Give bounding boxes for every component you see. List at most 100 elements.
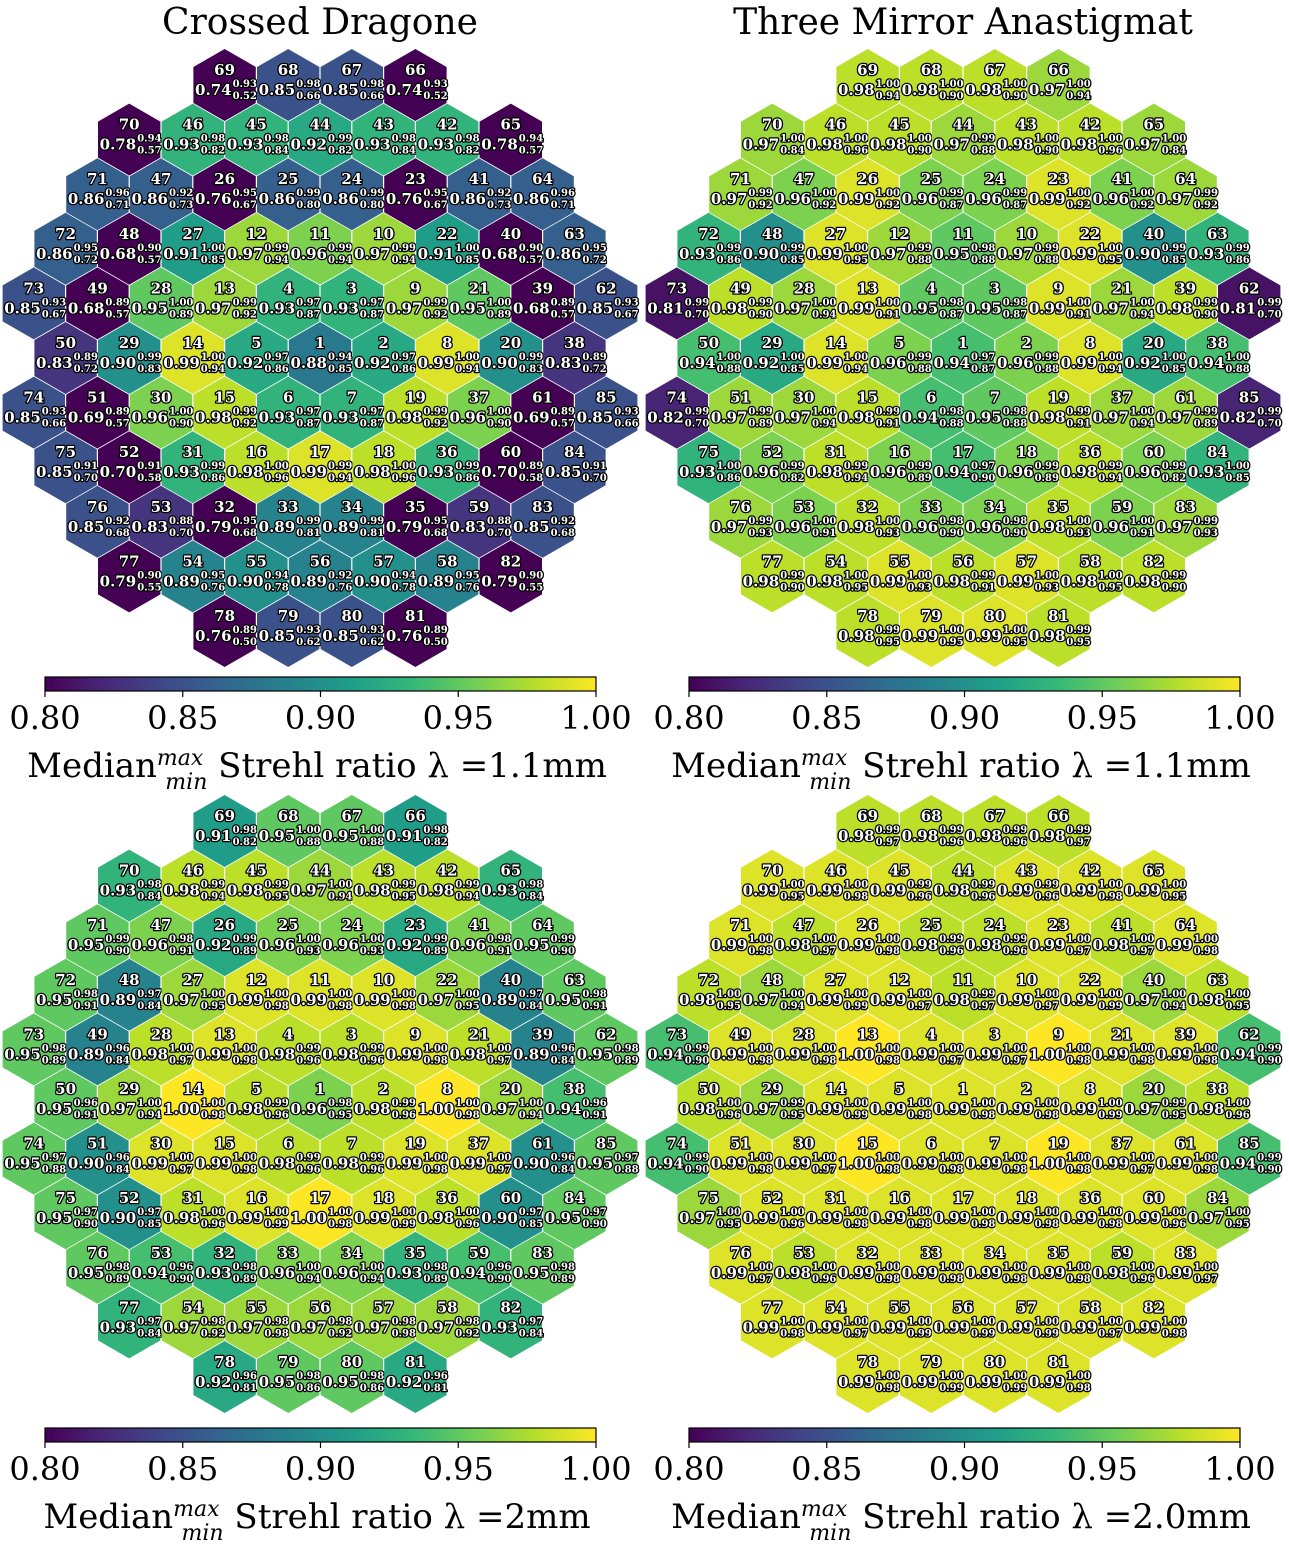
hex-cell (836, 1013, 899, 1086)
cell-median-label: 0.89 (163, 572, 200, 590)
detector-cell-58: 580.99 1.000.97 (1059, 1286, 1124, 1359)
cell-id-label: 32 (857, 1244, 878, 1262)
detector-cell-3: 30.95 0.980.87 (963, 267, 1028, 340)
cell-id-label: 19 (1048, 1135, 1069, 1153)
cell-id-label: 75 (55, 443, 76, 461)
cell-median-label: 0.79 (100, 572, 137, 590)
hex-cell (836, 1122, 899, 1195)
detector-cell-52: 520.70 0.910.58 (98, 431, 163, 504)
hex-cell (963, 1231, 1026, 1304)
hex-cell (320, 158, 383, 231)
cell-max-label: 1.00 (1225, 1098, 1249, 1109)
cell-max-label: 1.00 (876, 1371, 900, 1382)
cell-id-label: 74 (23, 389, 44, 407)
colorbar-tick-label: 1.00 (560, 699, 631, 737)
cell-max-label: 0.99 (1035, 880, 1059, 891)
cell-min-label: 0.89 (1035, 473, 1059, 484)
cell-min-label: 0.70 (1257, 309, 1281, 320)
cell-min-label: 0.94 (1130, 419, 1154, 430)
cell-max-label: 0.93 (614, 297, 638, 308)
hex-cell (416, 1286, 479, 1359)
cell-median-label: 0.98 (354, 463, 391, 481)
detector-cell-73: 730.95 0.980.89 (2, 1013, 67, 1086)
cell-max-label: 0.94 (137, 134, 161, 145)
cell-max-label: 0.96 (105, 1153, 129, 1164)
cell-min-label: 0.90 (1003, 91, 1027, 102)
cell-min-label: 0.87 (296, 309, 320, 320)
hex-cell (677, 322, 740, 394)
hex-cell (511, 1231, 574, 1304)
hex-cell (868, 849, 931, 922)
cell-median-label: 0.97 (354, 245, 391, 263)
detector-cell-34: 340.96 1.000.94 (320, 1231, 385, 1304)
cell-min-label: 0.92 (812, 200, 836, 211)
cell-min-label: 0.94 (137, 1110, 161, 1121)
cell-max-label: 0.99 (328, 461, 352, 472)
hex-cell (963, 795, 1026, 867)
cell-median-label: 0.94 (131, 1264, 168, 1282)
cell-median-label: 0.90 (481, 354, 518, 372)
cell-max-label: 0.97 (42, 1153, 66, 1164)
cell-min-label: 0.94 (392, 255, 416, 266)
detector-cell-47: 470.96 0.980.91 (129, 904, 195, 977)
cell-median-label: 0.95 (4, 1155, 41, 1173)
detector-cell-69: 690.98 1.000.94 (836, 49, 901, 121)
cell-median-label: 0.97 (933, 136, 970, 154)
cell-min-label: 0.95 (1098, 582, 1122, 593)
colorbar-tick-label: 0.95 (1067, 699, 1138, 737)
cell-id-label: 24 (984, 916, 1005, 934)
hex-cell (1218, 1122, 1281, 1195)
cell-id-label: 51 (730, 1135, 751, 1153)
cell-id-label: 52 (762, 1189, 783, 1207)
cell-median-label: 0.76 (386, 190, 423, 208)
cell-id-label: 50 (698, 334, 719, 352)
hex-cell (741, 1286, 804, 1359)
cell-median-label: 0.98 (902, 827, 939, 845)
cell-id-label: 27 (182, 971, 203, 989)
cell-max-label: 1.00 (169, 1043, 193, 1054)
hex-cell (1027, 376, 1090, 449)
cell-median-label: 0.97 (711, 190, 748, 208)
cell-id-label: 37 (469, 1135, 490, 1153)
cell-median-label: 0.99 (774, 1045, 811, 1063)
cell-max-label: 0.97 (519, 1207, 543, 1218)
cell-min-label: 0.99 (392, 1219, 416, 1230)
cell-id-label: 61 (1175, 1135, 1196, 1153)
cell-max-label: 1.00 (360, 1262, 384, 1273)
cell-min-label: 0.88 (1003, 419, 1027, 430)
cell-median-label: 0.98 (806, 463, 843, 481)
cell-median-label: 0.97 (743, 1100, 780, 1118)
cell-max-label: 0.98 (582, 989, 606, 1000)
hex-cell (225, 431, 288, 504)
hex-cell (129, 485, 193, 558)
cell-max-label: 0.99 (264, 1098, 288, 1109)
hex-cell (416, 1177, 479, 1250)
cell-median-label: 0.97 (1124, 991, 1161, 1009)
cell-max-label: 0.99 (264, 880, 288, 891)
cell-median-label: 0.98 (838, 81, 875, 99)
cell-median-label: 0.99 (902, 1373, 939, 1391)
cell-min-label: 0.50 (423, 637, 447, 648)
cell-max-label: 1.00 (201, 243, 225, 254)
cell-median-label: 0.97 (679, 1209, 716, 1227)
cell-min-label: 0.96 (392, 1110, 416, 1121)
detector-cell-14: 141.00 1.000.98 (161, 1068, 226, 1140)
detector-cell-37: 370.97 1.000.94 (1090, 376, 1156, 449)
cell-id-label: 65 (500, 116, 521, 134)
cell-id-label: 19 (1048, 389, 1069, 407)
cell-min-label: 0.67 (233, 200, 257, 211)
cell-min-label: 0.87 (360, 419, 384, 430)
cell-median-label: 0.93 (259, 409, 296, 427)
cell-id-label: 16 (246, 443, 267, 461)
cell-min-label: 0.85 (519, 1219, 543, 1230)
detector-cell-32: 320.79 0.950.68 (193, 485, 258, 558)
cell-max-label: 0.99 (1225, 243, 1249, 254)
cell-max-label: 1.00 (844, 134, 868, 145)
cell-max-label: 1.00 (907, 1098, 931, 1109)
cell-min-label: 0.95 (455, 1001, 479, 1012)
cell-min-label: 0.94 (264, 255, 288, 266)
cell-id-label: 23 (1048, 170, 1069, 188)
cell-median-label: 0.96 (131, 409, 168, 427)
hex-cell (804, 322, 867, 394)
colorbar-tick-label: 0.80 (653, 699, 724, 737)
